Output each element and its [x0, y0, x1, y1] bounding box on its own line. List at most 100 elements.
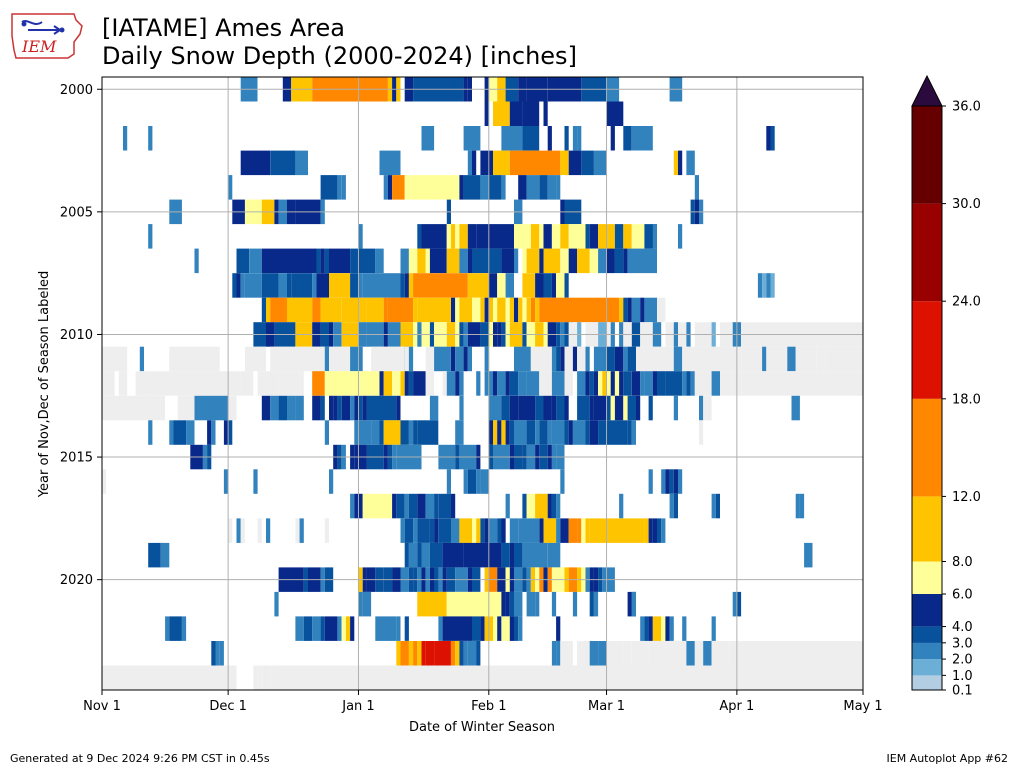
heatmap-cell	[451, 591, 502, 617]
heatmap-cell	[350, 346, 363, 372]
heatmap-cell	[392, 493, 397, 519]
heatmap-cell	[577, 126, 582, 151]
heatmap-cell	[509, 616, 514, 641]
heatmap-cell	[501, 248, 514, 274]
heatmap-cell	[299, 518, 304, 543]
heatmap-cell	[585, 346, 590, 372]
heatmap-cell	[501, 518, 506, 543]
heatmap-cell	[623, 248, 628, 274]
heatmap-cell	[459, 248, 468, 274]
heatmap-cell	[480, 518, 485, 543]
heatmap-cell	[413, 273, 468, 298]
heatmap-cell	[181, 616, 187, 641]
heatmap-cell	[400, 518, 405, 543]
heatmap-cell	[358, 591, 363, 617]
heatmap-cell	[337, 175, 342, 200]
heatmap-cell	[640, 616, 645, 641]
heatmap-cell	[400, 420, 409, 445]
heatmap-cell	[644, 518, 649, 543]
heatmap-cell	[711, 371, 720, 396]
heatmap-cell	[429, 248, 447, 274]
heatmap-cell	[320, 248, 325, 274]
heatmap-cell	[463, 641, 468, 666]
heatmap-cell	[757, 273, 763, 298]
heatmap-cell	[379, 420, 384, 445]
heatmap-cell	[392, 175, 405, 200]
heatmap-cell	[535, 297, 540, 323]
colorbar-band	[912, 301, 942, 399]
heatmap-cell	[488, 395, 502, 421]
heatmap-cell	[657, 297, 666, 323]
heatmap-cell	[366, 297, 384, 323]
heatmap-cell	[699, 395, 704, 421]
heatmap-cell	[408, 248, 418, 274]
colorbar-label: 30.0	[952, 197, 981, 212]
heatmap-cell	[556, 641, 561, 666]
heatmap-cell	[253, 469, 258, 494]
heatmap-cell	[463, 346, 468, 372]
heatmap-cell	[589, 518, 645, 543]
heatmap-cell	[421, 371, 426, 396]
heatmap-cell	[577, 641, 582, 666]
heatmap-cell	[472, 641, 477, 666]
heatmap-cell	[320, 395, 325, 421]
heatmap-cell	[316, 248, 321, 274]
heatmap-cell	[568, 518, 578, 543]
heatmap-cell	[606, 101, 624, 126]
heatmap-cell	[480, 175, 489, 200]
heatmap-cell	[350, 493, 355, 519]
heatmap-cell	[135, 371, 149, 396]
heatmap-cell	[434, 518, 439, 543]
heatmap-cell	[299, 371, 304, 396]
heatmap-cell	[652, 518, 657, 543]
heatmap-cell	[404, 518, 414, 543]
heatmap-cell	[568, 224, 586, 249]
colorbar-frame	[911, 105, 943, 691]
heatmap-cell	[606, 641, 624, 666]
heatmap-cell	[434, 641, 451, 666]
heatmap-cell	[102, 469, 107, 494]
heatmap-cell	[518, 175, 527, 200]
heatmap-cell	[598, 248, 607, 274]
heatmap-cell	[459, 371, 464, 396]
heatmap-cell	[543, 224, 552, 249]
heatmap-cell	[484, 101, 489, 126]
heatmap-cell	[556, 273, 565, 298]
heatmap-cell	[577, 371, 586, 396]
heatmap-cell	[442, 542, 464, 568]
footer-generated: Generated at 9 Dec 2024 9:26 PM CST in 0…	[10, 752, 270, 765]
colorbar-band	[912, 106, 942, 204]
heatmap-cell	[169, 616, 182, 641]
heatmap-cell	[387, 175, 393, 200]
heatmap-cell	[404, 493, 409, 519]
heatmap-cell	[261, 248, 266, 274]
heatmap-cell	[652, 616, 657, 641]
heatmap-cell	[257, 665, 262, 690]
heatmap-cell	[703, 395, 712, 421]
heatmap-cell	[312, 297, 321, 323]
heatmap-cell	[438, 518, 451, 543]
heatmap-cell	[404, 346, 409, 372]
heatmap-cell	[589, 248, 599, 274]
heatmap-cell	[598, 371, 603, 396]
heatmap-cell	[451, 297, 456, 323]
heatmap-cell	[455, 297, 460, 323]
heatmap-cell	[148, 224, 153, 249]
x-tick-label: Jan 1	[341, 699, 374, 714]
heatmap-cell	[623, 346, 628, 372]
heatmap-cell	[791, 395, 800, 421]
heatmap-cell	[324, 420, 329, 445]
heatmap-cell	[354, 493, 359, 519]
heatmap-cell	[253, 665, 258, 690]
heatmap-cell	[417, 297, 451, 323]
heatmap-cell	[539, 248, 544, 274]
heatmap-cell	[417, 542, 422, 568]
heatmap-cell	[446, 371, 456, 396]
heatmap-cell	[678, 224, 683, 249]
heatmap-cell	[446, 224, 451, 249]
heatmap-cell	[413, 297, 418, 323]
heatmap-cell	[530, 224, 540, 249]
heatmap-cell	[459, 395, 464, 421]
heatmap-cell	[665, 616, 670, 641]
heatmap-cell	[421, 591, 447, 617]
